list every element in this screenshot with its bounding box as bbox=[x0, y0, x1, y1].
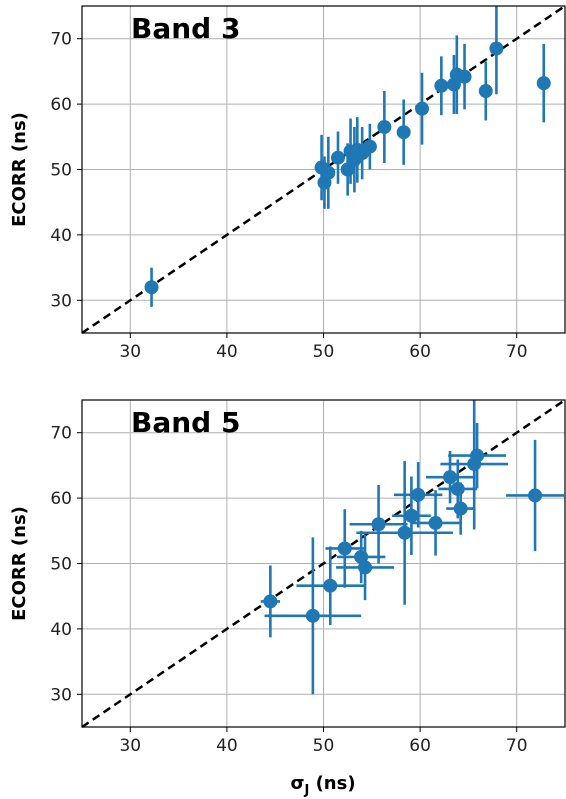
band-3-ticks: 30 40 50 60 70 30 40 50 60 70 bbox=[50, 30, 527, 362]
x-tick-label: 70 bbox=[506, 736, 528, 756]
data-marker bbox=[434, 78, 449, 93]
band-3-axes-frame bbox=[81, 5, 566, 334]
band-5-axes-frame bbox=[81, 399, 566, 728]
data-marker bbox=[397, 525, 412, 540]
data-point bbox=[144, 267, 159, 307]
data-marker bbox=[371, 517, 386, 532]
data-point bbox=[321, 136, 336, 209]
data-marker bbox=[453, 501, 468, 516]
x-axis-label-unit: (ns) bbox=[309, 773, 355, 794]
data-marker bbox=[536, 76, 551, 91]
data-marker bbox=[263, 594, 278, 609]
data-marker bbox=[470, 448, 485, 463]
x-tick-label: 30 bbox=[119, 736, 141, 756]
data-marker bbox=[443, 470, 458, 485]
data-point bbox=[411, 490, 460, 556]
y-tick-label: 60 bbox=[50, 95, 72, 115]
data-marker bbox=[457, 69, 472, 84]
band-5-data-points bbox=[260, 400, 565, 695]
data-point bbox=[415, 72, 430, 145]
data-marker bbox=[321, 165, 336, 180]
x-tick-label: 40 bbox=[216, 736, 238, 756]
band-3-y-axis-label: ECORR (ns) bbox=[9, 112, 30, 227]
data-point bbox=[489, 6, 504, 95]
data-marker bbox=[323, 578, 338, 593]
data-marker bbox=[528, 488, 543, 503]
y-tick-label: 70 bbox=[50, 424, 72, 444]
data-marker bbox=[404, 508, 419, 523]
band-5-title: Band 5 bbox=[131, 406, 240, 439]
data-marker bbox=[411, 487, 426, 502]
data-point bbox=[260, 565, 281, 638]
band-5-x-axis-label: σJ (ns) bbox=[290, 773, 355, 798]
data-point bbox=[296, 546, 365, 625]
band-5-panel: 30 40 50 60 70 30 40 50 60 70 Band 5 ECORR (ns) σ… bbox=[9, 398, 566, 798]
data-point bbox=[349, 485, 408, 564]
data-point bbox=[396, 99, 411, 165]
y-tick-label: 30 bbox=[50, 291, 72, 311]
band-3-data-points bbox=[144, 6, 551, 307]
x-tick-label: 60 bbox=[409, 736, 431, 756]
x-tick-label: 60 bbox=[409, 342, 431, 362]
band-3-title: Band 3 bbox=[131, 12, 240, 45]
x-tick-label: 30 bbox=[119, 342, 141, 362]
band-3-panel: 30 40 50 60 70 30 40 50 60 70 Band 3 ECORR (ns) bbox=[9, 4, 566, 362]
data-point bbox=[434, 56, 449, 116]
y-tick-label: 40 bbox=[50, 620, 72, 640]
x-tick-label: 70 bbox=[506, 342, 528, 362]
y-tick-label: 40 bbox=[50, 226, 72, 246]
data-marker bbox=[450, 481, 465, 496]
data-point bbox=[362, 123, 377, 170]
data-point bbox=[448, 422, 507, 489]
data-marker bbox=[478, 84, 493, 99]
y-tick-label: 70 bbox=[50, 30, 72, 50]
data-marker bbox=[330, 150, 345, 165]
data-point bbox=[457, 43, 472, 110]
data-marker bbox=[396, 125, 411, 140]
x-axis-label-sigma: σ bbox=[290, 773, 304, 794]
y-tick-label: 30 bbox=[50, 685, 72, 705]
data-point bbox=[446, 482, 476, 535]
data-marker bbox=[337, 541, 352, 556]
data-point bbox=[506, 439, 565, 552]
data-point bbox=[425, 451, 475, 504]
band-5-ticks: 30 40 50 60 70 30 40 50 60 70 bbox=[50, 424, 527, 756]
data-marker bbox=[428, 515, 443, 530]
data-marker bbox=[489, 41, 504, 56]
data-point bbox=[392, 476, 431, 555]
data-marker bbox=[362, 139, 377, 154]
data-point bbox=[264, 537, 362, 695]
data-marker bbox=[305, 608, 320, 623]
data-point bbox=[478, 61, 493, 121]
band-5-y-axis-label: ECORR (ns) bbox=[9, 506, 30, 621]
y-tick-label: 60 bbox=[50, 489, 72, 509]
y-tick-label: 50 bbox=[50, 555, 72, 575]
data-point bbox=[377, 91, 392, 163]
data-point bbox=[325, 509, 365, 588]
data-point bbox=[330, 131, 345, 184]
data-point bbox=[336, 534, 395, 601]
data-marker bbox=[415, 101, 430, 116]
data-point bbox=[536, 43, 551, 123]
x-tick-label: 40 bbox=[216, 342, 238, 362]
data-marker bbox=[144, 280, 159, 295]
data-marker bbox=[377, 119, 392, 134]
x-tick-label: 50 bbox=[313, 342, 335, 362]
x-tick-label: 50 bbox=[313, 736, 335, 756]
y-tick-label: 50 bbox=[50, 161, 72, 181]
data-marker bbox=[358, 560, 373, 575]
x-axis-label-subscript: J bbox=[303, 783, 309, 798]
